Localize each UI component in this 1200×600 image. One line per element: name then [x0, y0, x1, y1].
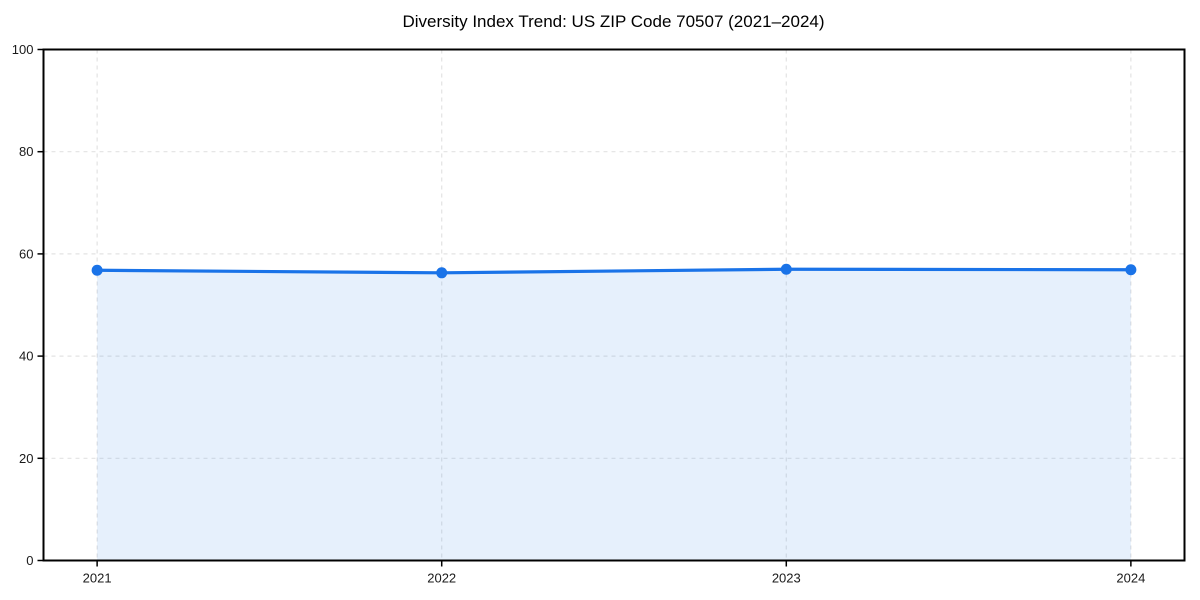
trend-line	[95, 267, 1133, 275]
x-tick-label: 2023	[772, 571, 801, 586]
data-point-marker	[780, 263, 792, 275]
x-tick-label: 2024	[1116, 571, 1145, 586]
data-point-marker	[436, 267, 448, 279]
area-fill	[97, 269, 1131, 561]
y-tick-label: 100	[12, 42, 34, 57]
x-tick-label: 2021	[83, 571, 112, 586]
chart-title: Diversity Index Trend: US ZIP Code 70507…	[402, 12, 825, 31]
axes-border	[42, 48, 1186, 562]
y-tick-label: 40	[19, 349, 33, 364]
y-tick-label: 20	[19, 451, 33, 466]
data-point-marker	[1125, 264, 1137, 276]
y-tick-label: 0	[26, 553, 33, 568]
x-tick-label: 2022	[427, 571, 456, 586]
y-tick-label: 80	[19, 144, 33, 159]
y-tick-label: 60	[19, 246, 33, 261]
data-point-marker	[91, 264, 103, 276]
